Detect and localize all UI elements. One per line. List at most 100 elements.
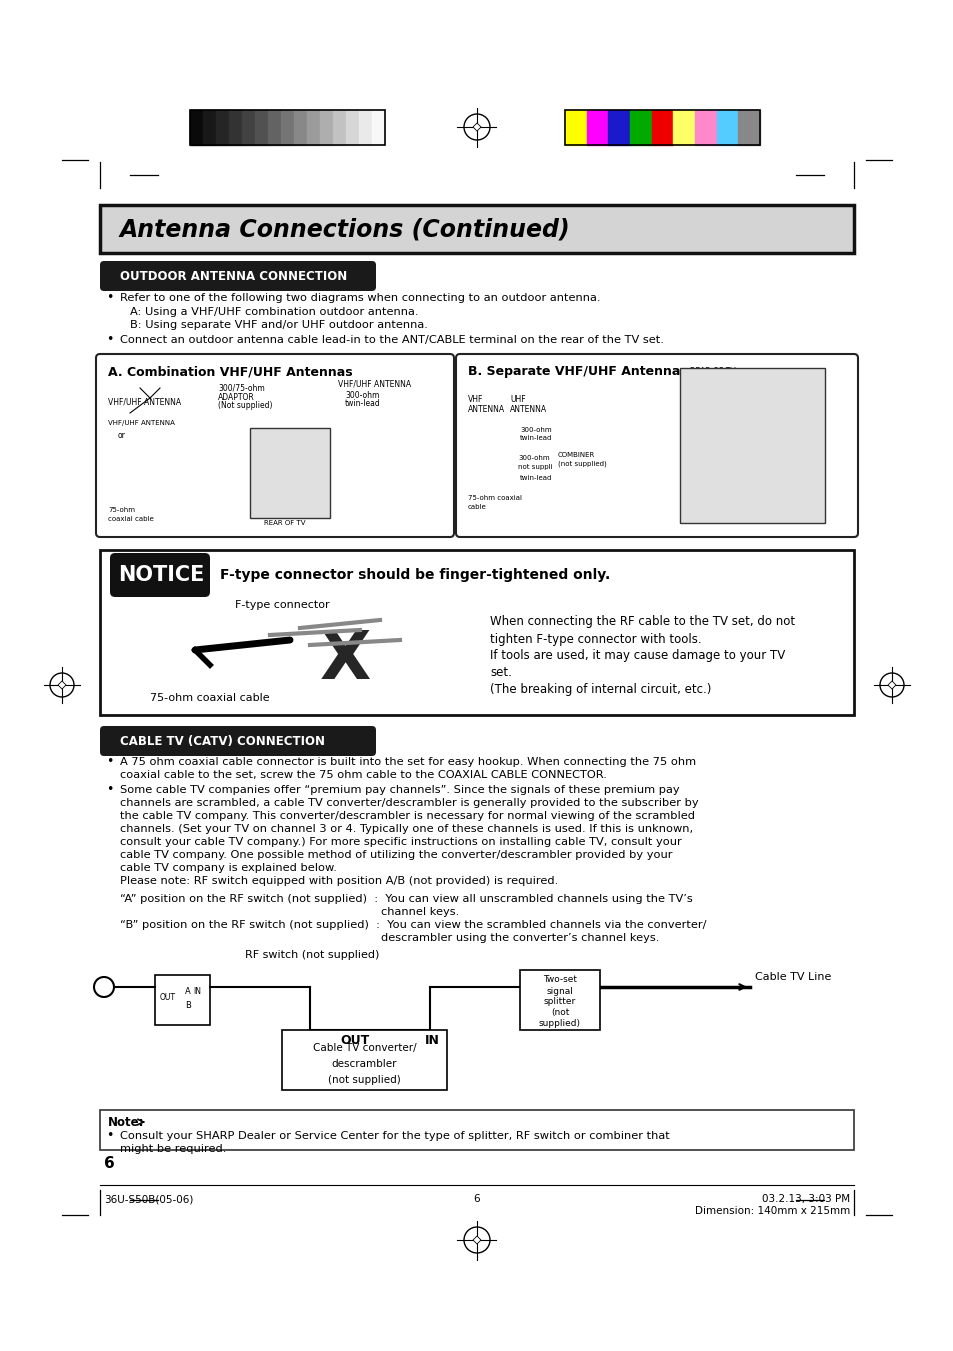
Bar — [242, 109, 254, 145]
Text: A: A — [185, 988, 191, 997]
Text: might be required.: might be required. — [120, 1144, 226, 1154]
Bar — [190, 109, 203, 145]
Text: Cable TV converter/: Cable TV converter/ — [313, 1043, 416, 1052]
Bar — [629, 109, 651, 145]
Circle shape — [94, 977, 113, 997]
Bar — [673, 109, 695, 145]
FancyBboxPatch shape — [100, 725, 375, 757]
Text: channel keys.: channel keys. — [120, 907, 458, 917]
Text: cable: cable — [468, 504, 486, 509]
Text: If tools are used, it may cause damage to your TV: If tools are used, it may cause damage t… — [490, 650, 784, 662]
Bar — [319, 109, 333, 145]
Bar — [100, 205, 853, 253]
Bar — [738, 109, 760, 145]
Polygon shape — [473, 1236, 480, 1244]
Text: channels are scrambled, a cable TV converter/descrambler is generally provided t: channels are scrambled, a cable TV conve… — [120, 798, 698, 808]
Text: “B” position on the RF switch (not supplied)  :  You can view the scrambled chan: “B” position on the RF switch (not suppl… — [120, 920, 706, 929]
Bar — [203, 109, 215, 145]
Text: (not supplied): (not supplied) — [558, 461, 606, 467]
Text: twin-lead: twin-lead — [345, 400, 380, 408]
Text: Refer to one of the following two diagrams when connecting to an outdoor antenna: Refer to one of the following two diagra… — [120, 293, 599, 303]
Text: twin-lead: twin-lead — [519, 476, 552, 481]
FancyBboxPatch shape — [456, 354, 857, 536]
Bar — [281, 109, 294, 145]
Bar — [586, 109, 608, 145]
Text: (The breaking of internal circuit, etc.): (The breaking of internal circuit, etc.) — [490, 684, 711, 697]
Text: VHF/UHF ANTENNA: VHF/UHF ANTENNA — [108, 420, 174, 426]
Text: tighten F-type connector with tools.: tighten F-type connector with tools. — [490, 632, 700, 646]
Text: VHF: VHF — [468, 396, 483, 404]
Bar — [100, 1111, 853, 1150]
Text: Antenna Connections (Continued): Antenna Connections (Continued) — [120, 218, 570, 240]
Text: •: • — [106, 784, 113, 797]
Text: ANTENNA: ANTENNA — [510, 404, 547, 413]
Text: 75-ohm coaxial cable: 75-ohm coaxial cable — [150, 693, 270, 703]
Text: (not: (not — [550, 1008, 569, 1017]
Text: •: • — [106, 1129, 113, 1143]
Bar — [190, 109, 385, 145]
Text: CABLE TV (CATV) CONNECTION: CABLE TV (CATV) CONNECTION — [120, 735, 325, 747]
Text: splitter: splitter — [543, 997, 576, 1006]
Text: X: X — [319, 627, 371, 693]
Bar — [651, 109, 673, 145]
Bar — [333, 109, 346, 145]
Text: When connecting the RF cable to the TV set, do not: When connecting the RF cable to the TV s… — [490, 616, 794, 628]
Text: COMBINER: COMBINER — [558, 453, 595, 458]
Text: REAR OF TV: REAR OF TV — [264, 520, 305, 526]
Text: ADAPTOR: ADAPTOR — [218, 393, 254, 401]
Bar — [608, 109, 629, 145]
Text: the cable TV company. This converter/descrambler is necessary for normal viewing: the cable TV company. This converter/des… — [120, 811, 695, 821]
Text: •: • — [106, 755, 113, 769]
Text: Dimension: 140mm x 215mm: Dimension: 140mm x 215mm — [694, 1206, 849, 1216]
Bar — [346, 109, 358, 145]
Bar — [294, 109, 307, 145]
Text: B: B — [185, 1001, 191, 1009]
Text: RF switch (not supplied): RF switch (not supplied) — [245, 950, 379, 961]
Text: set.: set. — [490, 666, 512, 680]
Text: NOTICE: NOTICE — [117, 565, 204, 585]
Bar — [564, 109, 586, 145]
Bar — [695, 109, 716, 145]
Polygon shape — [887, 681, 895, 689]
Text: REAR OF TV: REAR OF TV — [689, 367, 735, 377]
Text: 6: 6 — [104, 1155, 114, 1170]
Text: UHF: UHF — [510, 396, 525, 404]
Text: 75-ohm coaxial: 75-ohm coaxial — [468, 494, 521, 501]
Text: A: Using a VHF/UHF combination outdoor antenna.: A: Using a VHF/UHF combination outdoor a… — [130, 307, 418, 317]
Text: B: Using separate VHF and/or UHF outdoor antenna.: B: Using separate VHF and/or UHF outdoor… — [130, 320, 428, 330]
Bar — [679, 367, 824, 523]
Text: Please note: RF switch equipped with position A/B (not provided) is required.: Please note: RF switch equipped with pos… — [120, 875, 558, 886]
Text: F-type connector: F-type connector — [234, 600, 330, 611]
Text: 6: 6 — [474, 1194, 479, 1204]
Text: or: or — [118, 431, 126, 440]
Text: Two-set: Two-set — [542, 975, 577, 985]
Text: OUT: OUT — [160, 993, 175, 1001]
Text: supplied): supplied) — [538, 1020, 580, 1028]
Text: OUTDOOR ANTENNA CONNECTION: OUTDOOR ANTENNA CONNECTION — [120, 269, 347, 282]
Text: Some cable TV companies offer “premium pay channels”. Since the signals of these: Some cable TV companies offer “premium p… — [120, 785, 679, 794]
Text: descrambler using the converter’s channel keys.: descrambler using the converter’s channe… — [120, 934, 659, 943]
Text: VHF/UHF ANTENNA: VHF/UHF ANTENNA — [337, 380, 411, 389]
Text: descrambler: descrambler — [332, 1059, 396, 1069]
Text: coaxial cable to the set, screw the 75 ohm cable to the COAXIAL CABLE CONNECTOR.: coaxial cable to the set, screw the 75 o… — [120, 770, 606, 780]
Bar — [519, 970, 599, 1029]
Text: •: • — [106, 292, 113, 304]
Text: Consult your SHARP Dealer or Service Center for the type of splitter, RF switch : Consult your SHARP Dealer or Service Cen… — [120, 1131, 669, 1142]
Text: 36U-S50B(05-06): 36U-S50B(05-06) — [104, 1194, 193, 1204]
Text: 300-ohm: 300-ohm — [345, 390, 379, 400]
Bar — [268, 109, 281, 145]
Bar — [250, 428, 330, 517]
Text: Connect an outdoor antenna cable lead-in to the ANT/CABLE terminal on the rear o: Connect an outdoor antenna cable lead-in… — [120, 335, 663, 345]
Text: cable TV company is explained below.: cable TV company is explained below. — [120, 863, 336, 873]
Bar — [358, 109, 372, 145]
Bar — [716, 109, 738, 145]
Text: (Not supplied): (Not supplied) — [218, 401, 273, 411]
Text: A 75 ohm coaxial cable connector is built into the set for easy hookup. When con: A 75 ohm coaxial cable connector is buil… — [120, 757, 696, 767]
Text: IN  OUT: IN OUT — [769, 455, 796, 461]
Text: ANTENNA: ANTENNA — [468, 404, 504, 413]
Text: OUT: OUT — [340, 1034, 369, 1047]
Text: B. Separate VHF/UHF Antenna: B. Separate VHF/UHF Antenna — [468, 366, 679, 378]
Text: signal: signal — [546, 986, 573, 996]
Bar — [229, 109, 242, 145]
Text: channels. (Set your TV on channel 3 or 4. Typically one of these channels is use: channels. (Set your TV on channel 3 or 4… — [120, 824, 693, 834]
